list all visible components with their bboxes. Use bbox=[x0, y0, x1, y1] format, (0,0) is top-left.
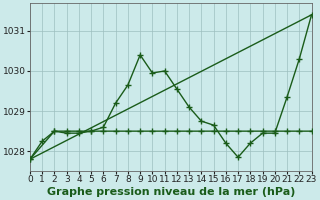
X-axis label: Graphe pression niveau de la mer (hPa): Graphe pression niveau de la mer (hPa) bbox=[46, 187, 295, 197]
